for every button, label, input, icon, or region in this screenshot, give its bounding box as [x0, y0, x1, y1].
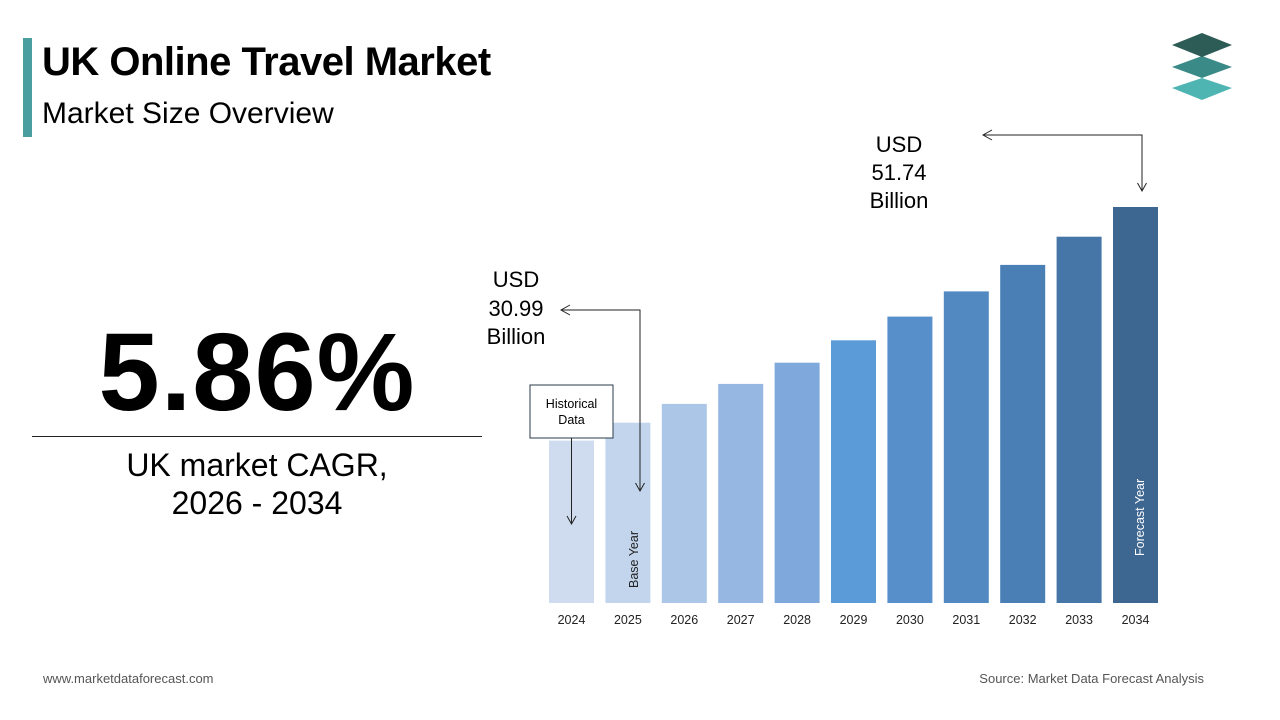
cagr-label: UK market CAGR, 2026 - 2034	[32, 446, 482, 522]
base-value-connector	[562, 309, 641, 490]
cagr-value: 5.86%	[98, 311, 416, 434]
stacked-layers-icon	[1172, 33, 1232, 100]
forecast-value-line2: 51.74	[871, 160, 926, 185]
page-subtitle: Market Size Overview	[42, 97, 334, 130]
bar-2027	[718, 383, 764, 603]
forecast-value-line3: Billion	[870, 188, 929, 213]
x-tick-2030: 2030	[896, 613, 924, 627]
base-value-line1: USD	[493, 267, 539, 292]
x-tick-2029: 2029	[840, 613, 868, 627]
forecast-value-line1: USD	[876, 132, 922, 157]
bar-2032	[1000, 264, 1046, 603]
forecast-value-arrow-down	[1137, 182, 1147, 193]
x-tick-2033: 2033	[1065, 613, 1093, 627]
forecast-year-label: Forecast Year	[1133, 479, 1147, 556]
forecast-value-arrow-left	[981, 129, 993, 141]
bar-2025	[605, 422, 651, 603]
x-tick-2024: 2024	[558, 613, 586, 627]
title-accent-bar	[23, 38, 32, 137]
bar-2028	[774, 362, 820, 603]
historical-arrow-head	[566, 515, 577, 526]
page-title: UK Online Travel Market	[42, 40, 491, 84]
forecast-value-connector	[984, 134, 1143, 190]
bar-group	[549, 207, 1158, 603]
bar-2029	[831, 340, 876, 603]
base-year-label: Base Year	[627, 531, 641, 588]
x-tick-2031: 2031	[952, 613, 980, 627]
historical-label-line1: Historical	[546, 397, 597, 411]
cagr-label-line1: UK market CAGR,	[126, 447, 388, 483]
x-tick-2032: 2032	[1009, 613, 1037, 627]
footer-source: Source: Market Data Forecast Analysis	[979, 671, 1204, 686]
historical-label-line2: Data	[558, 413, 584, 427]
bar-2026	[661, 403, 707, 603]
base-value-arrow-left	[559, 304, 571, 316]
base-value-arrow-down	[635, 482, 645, 493]
base-value-line2: 30.99	[488, 296, 543, 321]
bar-2034	[1113, 207, 1158, 603]
base-value-line3: Billion	[487, 324, 546, 349]
x-tick-labels: 2024 2025 2026 2027 2028 2029 2030 2031 2032 2033…	[558, 613, 1150, 627]
historical-data-box	[529, 384, 614, 439]
bar-2033	[1056, 236, 1102, 603]
bar-2030	[887, 316, 933, 603]
footer-website: www.marketdataforecast.com	[43, 671, 214, 686]
x-tick-2027: 2027	[727, 613, 755, 627]
x-tick-2025: 2025	[614, 613, 642, 627]
x-tick-2026: 2026	[670, 613, 698, 627]
x-tick-2028: 2028	[783, 613, 811, 627]
cagr-label-line2: 2026 - 2034	[171, 485, 343, 521]
cagr-divider	[32, 436, 482, 437]
x-tick-2034: 2034	[1122, 613, 1150, 627]
bar-2031	[943, 291, 989, 603]
